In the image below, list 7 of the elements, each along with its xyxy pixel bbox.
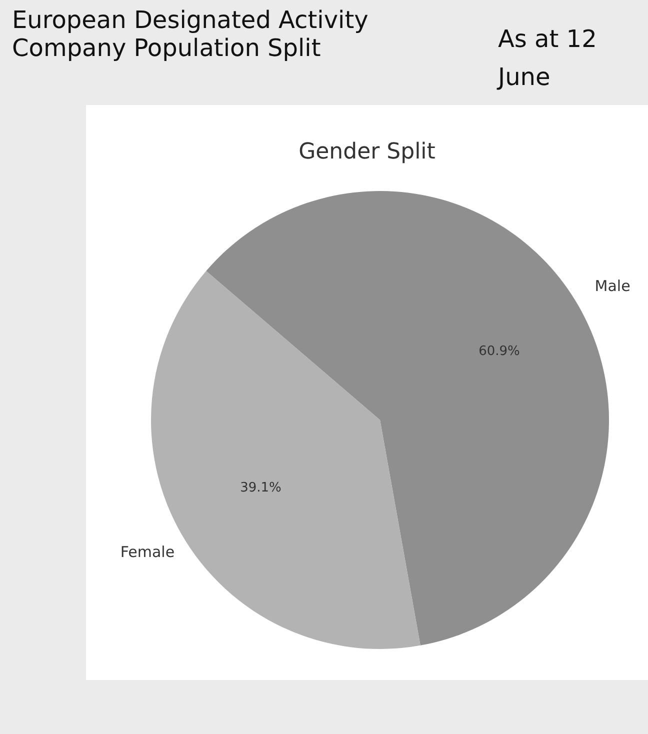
chart-subtitle: European Designated Activity Company Population Split [12, 6, 370, 62]
slice-label: Female [120, 542, 175, 561]
data-label: 39.1% [240, 480, 282, 496]
slice-label: Male [594, 276, 630, 295]
text: As at 12 June [498, 24, 598, 93]
chart-title: Gender Split [298, 140, 436, 165]
data-label: 60.9% [478, 344, 520, 360]
